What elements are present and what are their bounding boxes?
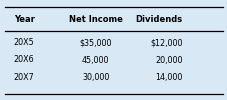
- Text: Net Income: Net Income: [69, 16, 122, 24]
- Text: $12,000: $12,000: [149, 38, 182, 47]
- Text: 20X6: 20X6: [14, 56, 34, 64]
- Text: 20X7: 20X7: [14, 73, 34, 82]
- Text: 45,000: 45,000: [82, 56, 109, 64]
- Text: Dividends: Dividends: [135, 16, 182, 24]
- Text: 20X5: 20X5: [14, 38, 34, 47]
- Text: $35,000: $35,000: [79, 38, 111, 47]
- Text: 14,000: 14,000: [154, 73, 182, 82]
- Text: 20,000: 20,000: [154, 56, 182, 64]
- Text: 30,000: 30,000: [82, 73, 109, 82]
- Text: Year: Year: [14, 16, 35, 24]
